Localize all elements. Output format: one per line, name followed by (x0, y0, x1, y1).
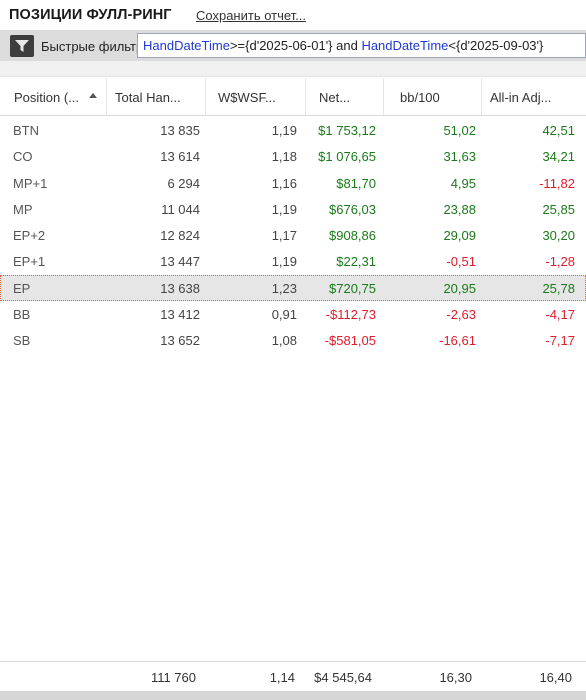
report-header: ПОЗИЦИИ ФУЛЛ-РИНГ Сохранить отчет... (0, 0, 586, 30)
cell-net: $22,31 (336, 254, 376, 270)
table-row[interactable]: BTN 13 835 1,19 $1 753,12 51,02 42,51 (0, 117, 586, 143)
total-allin-adj: 16,40 (539, 670, 572, 685)
cell-total-hands: 13 412 (160, 307, 200, 323)
table-row[interactable]: EP+2 12 824 1,17 $908,86 29,09 30,20 (0, 222, 586, 248)
cell-position: MP (13, 201, 33, 217)
save-report-link[interactable]: Сохранить отчет... (196, 8, 307, 23)
table-row[interactable]: MP+1 6 294 1,16 $81,70 4,95 -11,82 (0, 170, 586, 196)
total-hands-sum: 111 760 (150, 670, 196, 685)
column-header-wwsf[interactable]: W$WSF... (206, 78, 306, 116)
cell-wwsf: 1,18 (271, 149, 297, 165)
column-header-allin-adj[interactable]: All-in Adj... (490, 90, 552, 105)
cell-allin-adj: -1,28 (545, 254, 575, 270)
cell-allin-adj: 25,78 (542, 280, 575, 296)
cell-bb100: 51,02 (443, 123, 476, 138)
cell-total-hands: 13 638 (160, 280, 200, 296)
column-header-position[interactable]: Position (... (0, 78, 107, 116)
cell-total-hands: 12 824 (160, 228, 200, 244)
cell-net: -$581,05 (324, 333, 376, 349)
filter-field-start: HandDateTime (143, 38, 230, 53)
cell-position: SB (13, 333, 31, 349)
cell-bb100: 29,09 (443, 228, 476, 244)
filter-button[interactable] (10, 35, 34, 57)
table-row[interactable]: EP 13 638 1,23 $720,75 20,95 25,78 (0, 274, 586, 302)
cell-total-hands: 6 294 (167, 175, 200, 191)
cell-total-hands: 13 447 (160, 254, 200, 270)
cell-net: $720,75 (329, 280, 376, 296)
horizontal-scrollbar[interactable] (0, 691, 586, 700)
cell-position: CO (13, 149, 33, 165)
column-header-bb100[interactable]: bb/100 (384, 78, 482, 116)
table-row[interactable]: SB 13 652 1,08 -$581,05 -16,61 -7,17 (0, 327, 586, 353)
cell-net: $908,86 (329, 228, 376, 244)
cell-position: EP+1 (13, 254, 46, 270)
cell-wwsf: 1,08 (271, 333, 297, 349)
page-title: ПОЗИЦИИ ФУЛЛ-РИНГ (9, 7, 172, 23)
cell-position: BTN (13, 123, 39, 138)
table-row[interactable]: EP+1 13 447 1,19 $22,31 -0,51 -1,28 (0, 248, 586, 274)
totals-row: 111 760 1,14 $4 545,64 16,30 16,40 (0, 661, 586, 691)
cell-allin-adj: 42,51 (542, 123, 575, 138)
cell-wwsf: 1,16 (271, 175, 297, 191)
cell-wwsf: 1,19 (271, 123, 297, 138)
cell-bb100: 23,88 (443, 201, 476, 217)
cell-total-hands: 11 044 (161, 201, 200, 217)
cell-wwsf: 1,17 (271, 228, 297, 244)
positions-table-body: BTN 13 835 1,19 $1 753,12 51,02 42,51 CO 13 614… (0, 117, 586, 354)
cell-bb100: 31,63 (443, 149, 476, 165)
cell-bb100: -0,51 (446, 254, 476, 270)
cell-wwsf: 0,91 (271, 307, 297, 323)
cell-allin-adj: 34,21 (542, 149, 575, 165)
table-row[interactable]: MP 11 044 1,19 $676,03 23,88 25,85 (0, 196, 586, 222)
filter-field-end: HandDateTime (361, 38, 449, 53)
cell-position: EP (13, 280, 31, 296)
table-top-strip (0, 61, 586, 77)
table-row[interactable]: BB 13 412 0,91 -$112,73 -2,63 -4,17 (0, 301, 586, 327)
column-header-total-hands[interactable]: Total Han... (107, 78, 206, 116)
cell-net: $1 753,12 (318, 123, 376, 138)
cell-total-hands: 13 614 (160, 149, 200, 165)
cell-position: MP+1 (13, 175, 48, 191)
cell-total-hands: 13 652 (160, 333, 200, 349)
cell-net: $1 076,65 (318, 149, 376, 165)
cell-allin-adj: 25,85 (542, 201, 575, 217)
total-wwsf: 1,14 (269, 670, 295, 685)
quick-filters-label: Быстрые фильтры (41, 39, 153, 54)
filter-condition-start: >={d'2025-06-01'} and (229, 38, 362, 53)
cell-bb100: 20,95 (443, 280, 476, 296)
cell-bb100: -2,63 (446, 307, 476, 323)
cell-wwsf: 1,23 (271, 280, 297, 296)
filter-funnel-icon (15, 40, 29, 52)
cell-allin-adj: 30,20 (542, 228, 575, 244)
total-bb100: 16,30 (439, 670, 472, 685)
cell-allin-adj: -7,17 (545, 333, 575, 349)
cell-total-hands: 13 835 (160, 123, 200, 138)
cell-position: BB (13, 307, 31, 323)
cell-allin-adj: -11,82 (539, 175, 575, 191)
cell-position: EP+2 (13, 228, 46, 244)
cell-net: $81,70 (336, 175, 376, 191)
table-row[interactable]: CO 13 614 1,18 $1 076,65 31,63 34,21 (0, 143, 586, 169)
column-header-row: Position (... Total Han... W$WSF... Net.… (0, 78, 586, 116)
column-header-net[interactable]: Net... (306, 78, 384, 116)
sort-ascending-icon (89, 93, 97, 98)
cell-allin-adj: -4,17 (545, 307, 575, 323)
filter-condition-end: <{d'2025-09-03'} (448, 38, 544, 53)
cell-wwsf: 1,19 (271, 254, 297, 270)
cell-bb100: -16,61 (439, 333, 476, 349)
cell-bb100: 4,95 (450, 175, 476, 191)
cell-wwsf: 1,19 (271, 201, 297, 217)
filter-expression-input[interactable]: HandDateTime>={d'2025-06-01'} and HandDa… (137, 33, 586, 58)
total-net: $4 545,64 (314, 670, 372, 685)
cell-net: $676,03 (329, 201, 376, 217)
cell-net: -$112,73 (325, 307, 376, 323)
